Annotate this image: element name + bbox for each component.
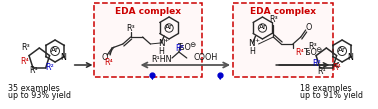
- Text: R⁴: R⁴: [332, 62, 341, 72]
- Text: R³: R³: [126, 24, 135, 32]
- Text: N: N: [347, 53, 353, 61]
- Text: +: +: [164, 37, 169, 43]
- Text: R³: R³: [269, 15, 278, 25]
- Text: N: N: [248, 38, 255, 48]
- Text: R²: R²: [312, 59, 321, 67]
- Text: O: O: [305, 22, 312, 32]
- Text: +: +: [254, 37, 259, 43]
- Text: Ar: Ar: [259, 24, 266, 30]
- FancyBboxPatch shape: [233, 3, 333, 77]
- Text: R²: R²: [175, 43, 184, 53]
- Text: H: H: [250, 47, 256, 55]
- Text: Ar: Ar: [165, 24, 173, 30]
- Text: EDA complex: EDA complex: [115, 7, 181, 15]
- Text: Ar: Ar: [338, 47, 346, 53]
- Text: TsO: TsO: [303, 48, 317, 56]
- Text: Ar: Ar: [51, 47, 59, 53]
- Text: up to 91% yield: up to 91% yield: [300, 90, 363, 100]
- Text: ⊖: ⊖: [190, 42, 196, 48]
- Text: R¹: R¹: [29, 66, 38, 74]
- FancyBboxPatch shape: [94, 3, 203, 77]
- Text: 35 examples: 35 examples: [8, 83, 60, 93]
- Text: R⁴: R⁴: [104, 58, 113, 66]
- Text: R²: R²: [45, 62, 54, 72]
- Text: R⁴: R⁴: [296, 48, 304, 56]
- Text: TsO: TsO: [177, 43, 191, 51]
- Text: EDA complex: EDA complex: [250, 7, 316, 15]
- Text: N: N: [158, 38, 164, 48]
- Text: O: O: [102, 53, 108, 61]
- Text: COOH: COOH: [194, 53, 218, 61]
- Text: N: N: [60, 53, 66, 61]
- Text: H: H: [158, 47, 164, 55]
- Text: R¹HN: R¹HN: [152, 54, 172, 64]
- Text: R¹: R¹: [317, 66, 326, 76]
- Text: R⁴: R⁴: [20, 56, 29, 66]
- Text: R³: R³: [21, 43, 30, 51]
- Text: R³: R³: [308, 42, 317, 50]
- Text: up to 93% yield: up to 93% yield: [8, 90, 71, 100]
- Text: 18 examples: 18 examples: [300, 83, 352, 93]
- Text: ⊖: ⊖: [315, 47, 322, 53]
